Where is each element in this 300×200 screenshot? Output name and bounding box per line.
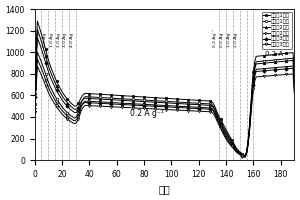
实施例3充电 — [292, 94, 296, 97]
实施例1放电 — [211, 101, 214, 103]
实施例1充电 — [220, 123, 224, 126]
实施例3放电 — [292, 90, 296, 92]
实施例1放电 — [220, 121, 224, 123]
实施例3充电 — [176, 109, 180, 111]
实施例3放电 — [215, 116, 218, 119]
Line: 实施例1放电: 实施例1放电 — [33, 20, 296, 157]
实施例2放电 — [215, 113, 218, 116]
实施例1放电 — [292, 78, 296, 81]
实施例2充电 — [292, 88, 296, 91]
实施例3放电 — [36, 36, 39, 39]
实施例2放电 — [176, 102, 180, 105]
实施例1充电 — [33, 103, 37, 106]
实施例1放电 — [243, 155, 247, 157]
Text: 0.2 Ag⁻¹: 0.2 Ag⁻¹ — [213, 29, 217, 47]
实施例1放电 — [36, 20, 39, 22]
实施例2充电 — [36, 58, 39, 60]
实施例1放电 — [228, 136, 232, 138]
实施例3充电 — [86, 104, 90, 107]
实施例3放电 — [33, 96, 37, 98]
实施例2放电 — [243, 155, 247, 158]
实施例2充电 — [243, 156, 247, 158]
实施例2充电 — [228, 141, 232, 143]
实施例2放电 — [220, 125, 224, 127]
实施例3放电 — [86, 101, 90, 104]
Text: 0.5 Ag: 0.5 Ag — [43, 33, 47, 47]
实施例3充电 — [243, 156, 247, 158]
实施例2充电 — [176, 105, 180, 107]
Text: 1.0 Ag: 1.0 Ag — [227, 33, 231, 47]
Legend: 实施例1放电, 实施例1充电, 实施例2放电, 实施例2充电, 实施例3放电, 实施例3充电: 实施例1放电, 实施例1充电, 实施例2放电, 实施例2充电, 实施例3放电, … — [262, 12, 292, 49]
Line: 实施例2充电: 实施例2充电 — [33, 58, 296, 158]
Line: 实施例3充电: 实施例3充电 — [33, 65, 296, 159]
实施例2放电 — [292, 84, 296, 87]
Text: 2.0 Ag: 2.0 Ag — [234, 33, 238, 47]
Text: 0.2 A g⁻¹: 0.2 A g⁻¹ — [130, 109, 164, 118]
实施例2放电 — [211, 105, 214, 108]
实施例1充电 — [36, 51, 39, 53]
实施例3充电 — [211, 111, 214, 114]
实施例2放电 — [36, 28, 39, 30]
实施例1放电 — [86, 92, 90, 95]
实施例1放电 — [176, 98, 180, 100]
实施例2充电 — [211, 108, 214, 110]
Text: 3.0 Ag: 3.0 Ag — [63, 33, 68, 47]
实施例2充电 — [33, 107, 37, 109]
实施例2放电 — [228, 139, 232, 141]
实施例1充电 — [215, 112, 218, 114]
实施例1充电 — [86, 96, 90, 98]
实施例3充电 — [33, 111, 37, 113]
实施例3充电 — [228, 144, 232, 146]
实施例2放电 — [86, 97, 90, 100]
实施例1充电 — [243, 155, 247, 157]
实施例2充电 — [215, 115, 218, 118]
实施例1放电 — [33, 87, 37, 90]
实施例3放电 — [228, 142, 232, 145]
Line: 实施例3放电: 实施例3放电 — [33, 36, 296, 158]
实施例3充电 — [36, 65, 39, 68]
实施例2充电 — [220, 127, 224, 129]
Text: 1.0 Ag: 1.0 Ag — [50, 33, 54, 47]
实施例3放电 — [220, 128, 224, 131]
Text: 0.2 A: 0.2 A — [266, 51, 284, 57]
实施例1放电 — [215, 110, 218, 112]
Line: 实施例2放电: 实施例2放电 — [33, 28, 296, 158]
实施例2充电 — [86, 100, 90, 102]
实施例3放电 — [243, 156, 247, 158]
实施例1充电 — [228, 138, 232, 140]
Text: 0.5 Ag: 0.5 Ag — [220, 33, 224, 47]
实施例3充电 — [215, 119, 218, 121]
Text: 0.2 Ag⁻¹: 0.2 Ag⁻¹ — [36, 29, 40, 47]
实施例1充电 — [211, 104, 214, 106]
实施例3放电 — [176, 106, 180, 109]
实施例3放电 — [211, 109, 214, 111]
实施例2放电 — [33, 91, 37, 94]
实施例1充电 — [292, 82, 296, 85]
X-axis label: 圈数: 圈数 — [159, 184, 170, 194]
Line: 实施例1充电: 实施例1充电 — [33, 51, 296, 157]
实施例3充电 — [220, 130, 224, 132]
Text: 4.0 Ag: 4.0 Ag — [70, 33, 74, 47]
实施例1充电 — [176, 101, 180, 103]
Text: 2.0 Ag: 2.0 Ag — [57, 33, 61, 47]
